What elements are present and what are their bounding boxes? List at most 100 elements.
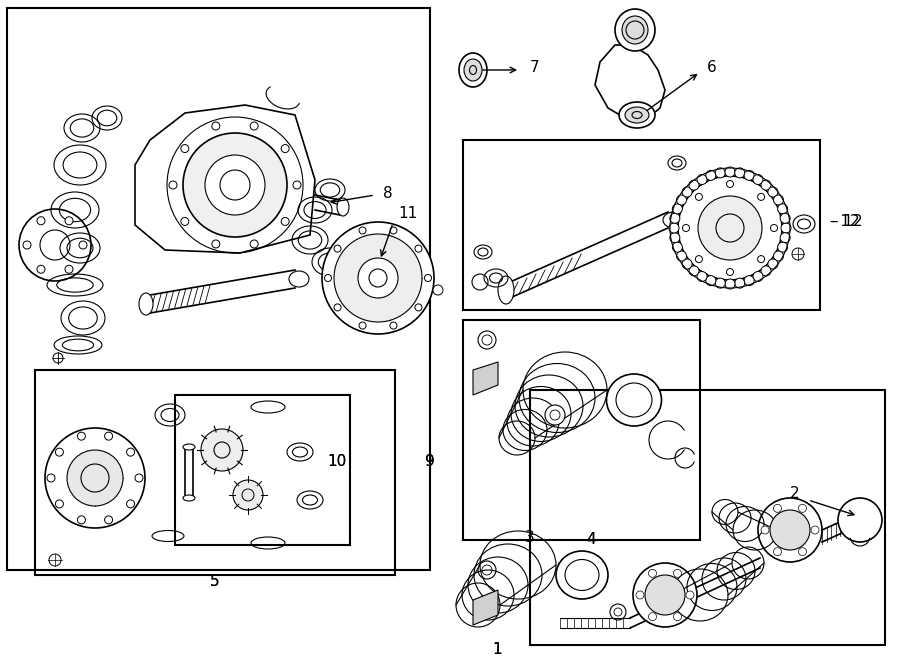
Circle shape (726, 180, 734, 188)
Circle shape (682, 225, 689, 231)
Circle shape (433, 285, 443, 295)
Circle shape (293, 181, 301, 189)
Text: 3: 3 (525, 529, 535, 545)
Circle shape (636, 591, 644, 599)
Circle shape (649, 569, 656, 577)
Circle shape (45, 428, 145, 528)
Text: 2: 2 (790, 485, 800, 500)
Circle shape (135, 474, 143, 482)
Circle shape (281, 217, 289, 225)
Circle shape (79, 241, 87, 249)
Circle shape (633, 563, 697, 627)
Circle shape (212, 240, 220, 248)
Polygon shape (473, 362, 498, 395)
Circle shape (169, 181, 177, 189)
Circle shape (761, 266, 771, 276)
Circle shape (734, 278, 744, 288)
Text: 5: 5 (211, 574, 220, 590)
Ellipse shape (139, 293, 153, 315)
Circle shape (65, 217, 73, 225)
Circle shape (753, 175, 763, 184)
Circle shape (753, 272, 763, 282)
Circle shape (545, 405, 565, 425)
Circle shape (725, 167, 735, 177)
Text: 9: 9 (425, 455, 435, 469)
Text: 10: 10 (328, 455, 346, 469)
Circle shape (425, 274, 431, 282)
Circle shape (677, 251, 687, 261)
Circle shape (127, 500, 135, 508)
Circle shape (761, 180, 771, 190)
Circle shape (233, 480, 263, 510)
Circle shape (758, 194, 765, 200)
Circle shape (127, 448, 135, 456)
Circle shape (670, 214, 680, 223)
Circle shape (23, 241, 31, 249)
Circle shape (778, 242, 788, 252)
Circle shape (104, 516, 112, 524)
Circle shape (281, 145, 289, 153)
Circle shape (773, 251, 784, 261)
Text: 9: 9 (425, 455, 435, 469)
Circle shape (183, 133, 287, 237)
Circle shape (670, 233, 680, 243)
Polygon shape (473, 590, 498, 625)
Circle shape (359, 227, 366, 234)
Ellipse shape (459, 53, 487, 87)
Circle shape (181, 217, 189, 225)
Circle shape (334, 245, 341, 252)
Text: 1: 1 (492, 642, 502, 658)
Text: - 12: - 12 (833, 215, 863, 229)
Circle shape (697, 272, 707, 282)
Circle shape (744, 171, 754, 180)
Circle shape (672, 204, 682, 214)
Circle shape (689, 180, 699, 190)
Ellipse shape (619, 102, 655, 128)
Circle shape (726, 268, 734, 276)
Ellipse shape (289, 271, 309, 287)
Ellipse shape (622, 16, 648, 44)
Circle shape (768, 187, 778, 197)
Circle shape (696, 256, 702, 262)
Bar (463, 140, 820, 310)
Circle shape (37, 217, 45, 225)
Ellipse shape (625, 107, 649, 123)
Ellipse shape (498, 276, 514, 304)
Circle shape (359, 322, 366, 329)
Circle shape (682, 187, 692, 197)
Circle shape (734, 168, 744, 178)
Circle shape (758, 256, 765, 262)
Text: 1: 1 (492, 642, 502, 658)
Circle shape (212, 122, 220, 130)
Circle shape (792, 248, 804, 260)
Ellipse shape (183, 444, 195, 450)
Circle shape (77, 516, 86, 524)
Circle shape (672, 242, 682, 252)
Circle shape (758, 498, 822, 562)
Circle shape (201, 429, 243, 471)
Text: 8: 8 (383, 186, 392, 200)
Circle shape (773, 548, 781, 556)
Circle shape (325, 274, 331, 282)
Ellipse shape (607, 374, 662, 426)
Circle shape (697, 175, 707, 184)
Circle shape (649, 613, 656, 621)
Circle shape (334, 304, 341, 311)
Circle shape (334, 234, 422, 322)
Circle shape (798, 548, 806, 556)
Circle shape (673, 569, 681, 577)
Circle shape (65, 265, 73, 273)
Circle shape (205, 155, 265, 215)
Circle shape (716, 168, 725, 178)
Ellipse shape (615, 9, 655, 51)
Circle shape (49, 554, 61, 566)
Circle shape (696, 194, 702, 200)
Circle shape (415, 304, 422, 311)
Text: 4: 4 (586, 533, 596, 547)
Circle shape (415, 245, 422, 252)
Circle shape (773, 504, 781, 512)
Text: 6: 6 (707, 61, 717, 75)
Text: 7: 7 (530, 61, 540, 75)
Circle shape (780, 233, 790, 243)
Circle shape (56, 500, 63, 508)
